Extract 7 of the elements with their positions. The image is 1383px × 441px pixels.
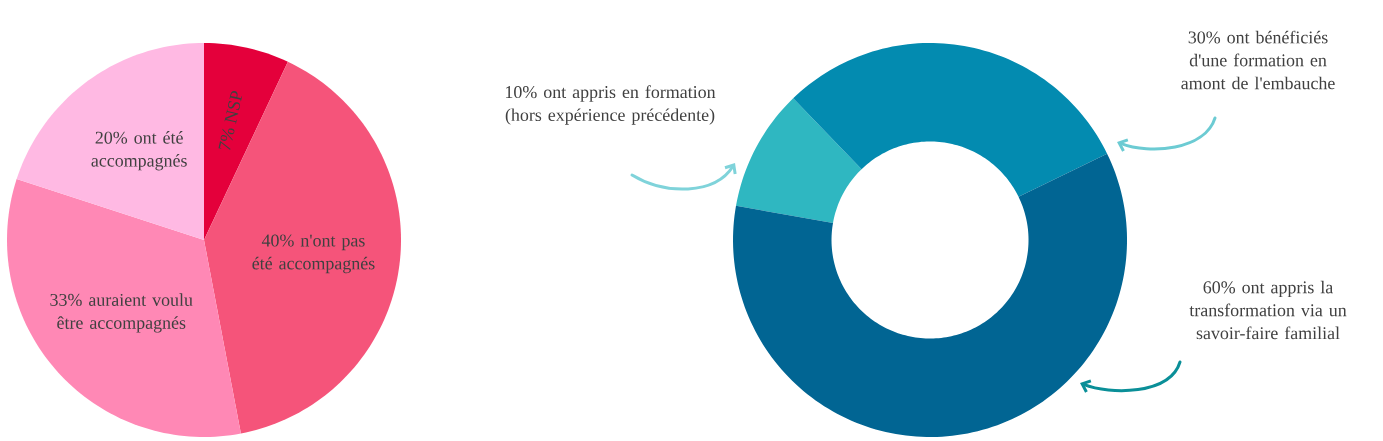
slice-label: 33% auraient voulu être accompagnés: [50, 293, 193, 333]
slice-label: 30% ont bénéficiés d'une formation en amont de l'embauche: [1181, 30, 1335, 90]
slice-label: 40% n'ont pas été accompagnés: [252, 234, 375, 274]
slice-label: 20% ont été accompagnés: [91, 131, 187, 171]
slice-label: 60% ont appris la transformation via un savoir-faire familial: [1189, 280, 1347, 340]
slice-label: 10% ont appris en formation (hors expérience précédente): [505, 85, 716, 125]
slice-label: 7% NSP: [218, 90, 243, 150]
